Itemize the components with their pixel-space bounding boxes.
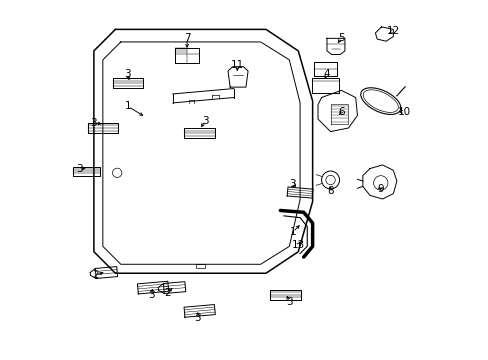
Text: 3: 3 [148,290,154,300]
Text: 3: 3 [90,118,97,128]
Text: 4: 4 [323,69,329,79]
Text: 1: 1 [124,102,131,112]
Text: 8: 8 [326,186,333,196]
Text: 3: 3 [194,313,201,323]
Text: 3: 3 [124,69,131,79]
Text: 5: 5 [337,33,344,43]
Text: 12: 12 [386,26,399,36]
Text: 7: 7 [183,33,190,43]
Text: 6: 6 [337,107,344,117]
Text: 3: 3 [202,116,208,126]
Text: 10: 10 [397,107,410,117]
Bar [196,264,204,268]
Text: 11: 11 [230,60,244,70]
Text: 3: 3 [285,297,292,307]
Text: 2: 2 [92,270,99,280]
Text: 3: 3 [76,164,82,174]
Text: 1: 1 [289,227,296,237]
Text: 2: 2 [164,288,170,298]
Text: 9: 9 [377,184,383,194]
Text: 3: 3 [289,179,296,189]
Text: 13: 13 [291,239,305,249]
